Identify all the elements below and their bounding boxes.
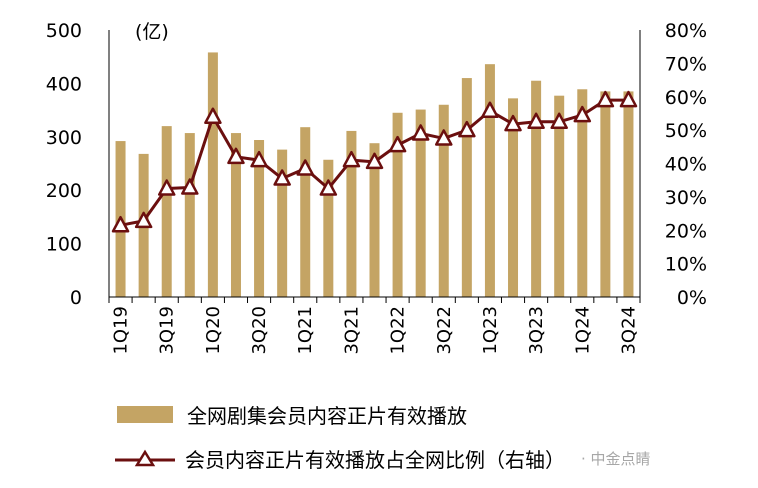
right-tick-label: 50% bbox=[665, 120, 707, 142]
bar bbox=[415, 109, 426, 297]
right-tick-label: 40% bbox=[665, 154, 707, 176]
x-tick-label: 3Q22 bbox=[434, 306, 455, 355]
left-tick-label: 100 bbox=[46, 234, 82, 256]
x-tick-label: 1Q19 bbox=[111, 306, 132, 355]
line-point bbox=[111, 215, 130, 233]
x-tick-label: 3Q24 bbox=[618, 306, 639, 355]
line-point bbox=[435, 129, 453, 146]
legend-bar-entry: 全网剧集会员内容正片有效播放 bbox=[0, 394, 758, 434]
bar bbox=[184, 133, 195, 297]
watermark-text: · 中金点睛 bbox=[581, 450, 651, 468]
line-point bbox=[250, 150, 268, 168]
bar bbox=[323, 159, 334, 297]
bar bbox=[254, 140, 265, 297]
line-point bbox=[319, 179, 338, 196]
line-point bbox=[365, 152, 384, 170]
right-axis-ticks: 0% 10% 20% 30% 40% 50% 60% 70% 80% bbox=[665, 20, 707, 309]
x-axis-labels: 1Q19 3Q19 1Q20 3Q20 1Q21 3Q21 1Q22 3Q22 1Q23 3Q23… bbox=[111, 306, 640, 355]
bar bbox=[461, 78, 472, 297]
line-point bbox=[204, 107, 222, 125]
bar bbox=[230, 133, 241, 297]
left-axis-ticks: 0 100 200 300 400 500 bbox=[46, 20, 82, 309]
line-point bbox=[411, 124, 430, 141]
line-point bbox=[227, 147, 245, 165]
bar bbox=[346, 130, 357, 297]
x-tick-label: 3Q20 bbox=[249, 306, 270, 355]
bar bbox=[277, 149, 288, 297]
bar bbox=[600, 91, 611, 297]
right-tick-label: 70% bbox=[665, 53, 707, 75]
bar bbox=[484, 64, 495, 298]
bar-series bbox=[115, 52, 634, 298]
right-tick-label: 80% bbox=[665, 20, 707, 42]
left-tick-label: 300 bbox=[46, 127, 82, 149]
left-tick-label: 200 bbox=[46, 180, 82, 202]
line-point bbox=[596, 90, 615, 108]
line-point bbox=[134, 211, 153, 229]
bar bbox=[161, 126, 172, 298]
line-point bbox=[181, 178, 199, 195]
x-axis-ticks bbox=[108, 297, 641, 303]
line-point bbox=[481, 101, 499, 119]
bar bbox=[577, 89, 588, 297]
right-tick-label: 60% bbox=[665, 87, 707, 109]
line-point bbox=[157, 179, 176, 196]
bar bbox=[207, 52, 218, 297]
legend-line-label: 会员内容正片有效播放占全网比例（右轴） bbox=[185, 448, 565, 472]
x-tick-label: 1Q24 bbox=[572, 306, 593, 355]
right-tick-label: 30% bbox=[665, 187, 707, 209]
line-point bbox=[619, 90, 638, 108]
line-point bbox=[296, 159, 314, 176]
right-tick-label: 20% bbox=[665, 220, 707, 242]
left-tick-label: 400 bbox=[46, 73, 82, 95]
x-tick-label: 1Q21 bbox=[295, 306, 316, 355]
combo-chart: 0 100 200 300 400 500 0% 10% 20% 30% 40% 50% 60% 70%… bbox=[46, 20, 707, 355]
left-tick-label: 0 bbox=[70, 287, 82, 309]
line-point bbox=[573, 105, 592, 123]
bar bbox=[392, 112, 403, 298]
x-tick-label: 3Q19 bbox=[157, 306, 178, 355]
line-point bbox=[504, 114, 522, 132]
left-axis-unit: (亿) bbox=[135, 21, 169, 43]
legend-bar-label: 全网剧集会员内容正片有效播放 bbox=[187, 404, 467, 428]
line-point bbox=[458, 120, 476, 138]
x-tick-label: 3Q23 bbox=[526, 306, 547, 355]
left-tick-label: 500 bbox=[46, 20, 82, 42]
line-series bbox=[111, 90, 638, 233]
bar bbox=[623, 91, 634, 297]
legend-bar-swatch bbox=[117, 406, 173, 423]
line-point bbox=[273, 169, 291, 186]
x-tick-label: 1Q23 bbox=[480, 306, 501, 355]
bar bbox=[508, 98, 519, 298]
x-tick-label: 1Q20 bbox=[203, 306, 224, 355]
line-point bbox=[342, 150, 361, 168]
right-tick-label: 10% bbox=[665, 254, 707, 276]
right-tick-label: 0% bbox=[677, 287, 707, 309]
x-tick-label: 1Q22 bbox=[388, 306, 409, 355]
bar bbox=[300, 127, 311, 297]
line-point bbox=[550, 112, 568, 130]
legend-line-entry: 会员内容正片有效播放占全网比例（右轴） · 中金点睛 bbox=[0, 438, 758, 478]
line-point bbox=[527, 112, 545, 130]
line-point bbox=[388, 135, 407, 153]
bar bbox=[554, 95, 565, 297]
bar bbox=[369, 143, 380, 297]
bar bbox=[531, 80, 542, 297]
legend-line-swatch bbox=[115, 449, 175, 466]
bar bbox=[438, 104, 449, 297]
x-tick-label: 3Q21 bbox=[341, 306, 362, 355]
